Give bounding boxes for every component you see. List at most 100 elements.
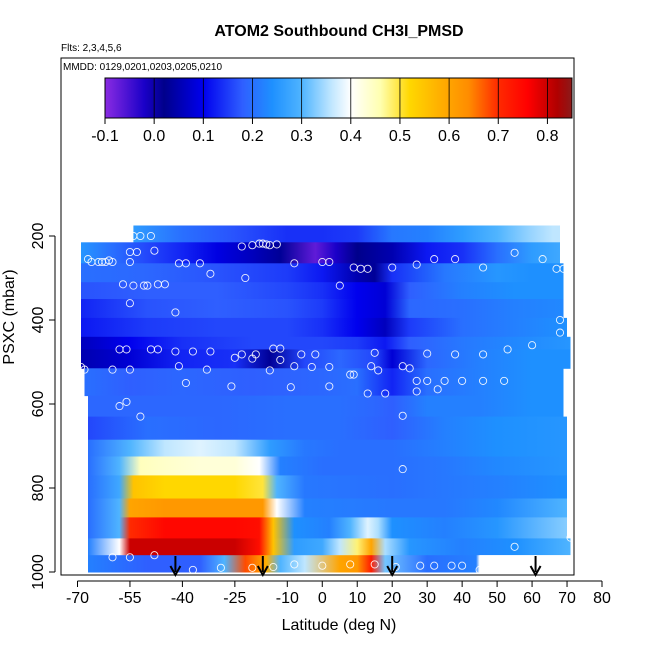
latitude-arrow-head xyxy=(169,565,182,578)
sample-point xyxy=(237,350,246,359)
sample-point xyxy=(363,264,372,273)
sample-point xyxy=(216,563,225,572)
sample-point xyxy=(423,376,432,385)
sample-point xyxy=(122,397,131,406)
heatmap-band xyxy=(81,242,560,264)
sample-point xyxy=(325,382,334,391)
sample-point xyxy=(405,364,414,373)
latitude-arrow-head xyxy=(256,565,269,578)
heatmap-band xyxy=(88,538,571,556)
sample-point xyxy=(202,365,211,374)
x-axis: -70 -55 -40 -25 -10 0 10 20 30 40 50 60 70 80 xyxy=(66,580,611,607)
sample-point xyxy=(430,561,439,570)
sample-point xyxy=(150,551,159,560)
sample-point xyxy=(346,370,355,379)
sample-point xyxy=(433,385,442,394)
heatmap-band xyxy=(133,225,560,243)
sample-point xyxy=(538,255,547,264)
colorbar-tick-label: -0.1 xyxy=(91,128,119,145)
sample-point xyxy=(447,561,456,570)
colorbar-tick-label: 0.5 xyxy=(389,128,411,145)
sample-point xyxy=(349,370,358,379)
sample-point xyxy=(388,263,397,272)
sample-point xyxy=(370,348,379,357)
colorbar-tick-label: 0.2 xyxy=(241,128,263,145)
colorbar-tick-label: 0.4 xyxy=(340,128,362,145)
y-axis: 200 400 600 800 1000 xyxy=(30,223,56,590)
sample-point xyxy=(241,273,250,283)
heatmap-band xyxy=(81,299,564,319)
sample-point xyxy=(181,378,190,388)
heatmap-band xyxy=(81,317,567,338)
colorbar-gradient xyxy=(105,78,572,118)
sample-point xyxy=(566,533,574,542)
heatmap-band xyxy=(88,456,567,476)
sample-point xyxy=(370,560,379,569)
sample-point xyxy=(318,561,327,570)
y-axis-label: PSXC (mbar) xyxy=(1,269,18,364)
heatmap xyxy=(81,225,571,573)
sample-point xyxy=(139,281,148,290)
sample-point xyxy=(510,248,519,257)
sample-point xyxy=(248,563,257,572)
sample-point xyxy=(440,376,449,385)
sample-point xyxy=(458,376,467,385)
x-tick-label: 50 xyxy=(488,590,506,607)
sample-point xyxy=(171,347,180,356)
x-tick-label: 60 xyxy=(523,590,541,607)
x-tick-label: 10 xyxy=(348,590,366,607)
y-tick-label: 400 xyxy=(30,307,47,334)
sample-point xyxy=(363,389,372,398)
sample-markers xyxy=(76,231,574,574)
heatmap-band xyxy=(88,475,567,499)
sample-point xyxy=(118,280,128,289)
heatmap-band xyxy=(84,368,564,397)
sample-point xyxy=(276,355,285,364)
blank-region xyxy=(479,555,571,572)
sample-point xyxy=(297,350,306,359)
x-tick-label: -40 xyxy=(171,590,194,607)
sample-point xyxy=(479,350,488,359)
sample-point xyxy=(346,560,355,569)
sample-point xyxy=(276,344,285,353)
sample-point xyxy=(108,257,117,267)
sample-point xyxy=(125,365,134,374)
sample-point xyxy=(272,240,281,249)
colorbar-tick-label: 0.7 xyxy=(487,128,509,145)
latitude-arrows xyxy=(169,556,542,578)
sample-point xyxy=(311,350,320,359)
heatmap-band xyxy=(88,498,567,518)
sample-point xyxy=(262,240,271,249)
chart-subtitle-flights: Flts: 2,3,4,5,6 xyxy=(61,43,122,54)
chart-title: ATOM2 Southbound CH3I_PMSD xyxy=(214,23,463,40)
sample-point xyxy=(160,280,169,289)
sample-point xyxy=(290,259,299,268)
heatmap-band xyxy=(88,555,571,573)
x-axis-label: Latitude (deg N) xyxy=(282,617,397,634)
sample-point xyxy=(412,376,421,385)
sample-point xyxy=(171,308,180,317)
sample-point xyxy=(136,412,145,421)
sample-point xyxy=(136,231,145,241)
colorbar-tick-label: 0.6 xyxy=(438,128,460,145)
sample-point xyxy=(76,553,86,562)
sample-point xyxy=(475,565,484,574)
sample-point xyxy=(80,365,89,374)
sample-point xyxy=(143,281,152,290)
sample-point xyxy=(479,376,488,385)
sample-point xyxy=(108,553,117,562)
sample-point xyxy=(367,362,376,371)
sample-point xyxy=(146,231,155,241)
sample-point xyxy=(188,347,197,356)
sample-point xyxy=(206,347,215,356)
sample-point xyxy=(108,365,117,374)
sample-point xyxy=(150,246,159,255)
heatmap-band xyxy=(88,416,567,441)
sample-point xyxy=(398,465,407,474)
sample-point xyxy=(416,561,425,570)
sample-point xyxy=(153,345,162,354)
sample-point xyxy=(248,354,257,363)
sample-point xyxy=(412,260,421,269)
sample-point xyxy=(555,315,565,325)
